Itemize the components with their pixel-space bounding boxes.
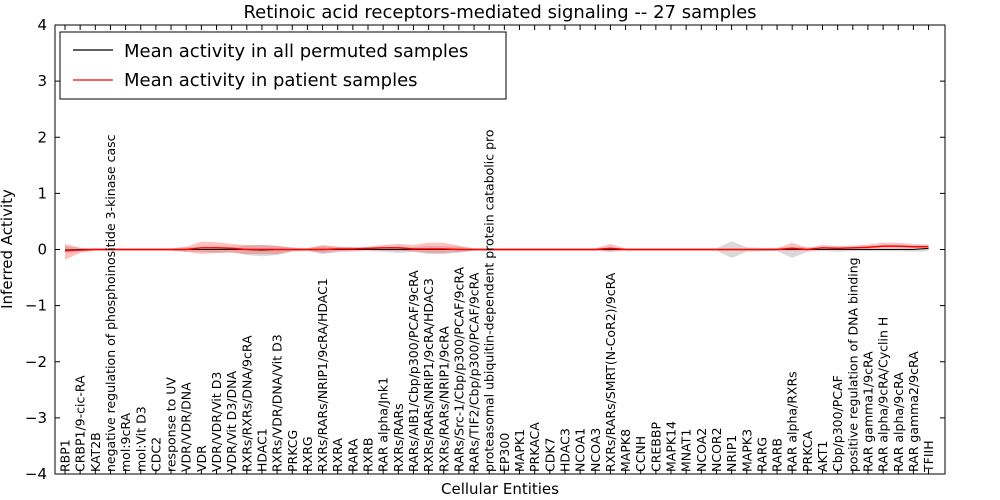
y-tick-label: 3 (37, 72, 47, 90)
x-tick-label: HDAC3 (557, 428, 572, 472)
y-tick-label: 1 (37, 184, 47, 202)
x-tick-label: RXRA (330, 438, 345, 472)
x-tick-label: CRBP1/9-cic-RA (73, 375, 88, 472)
x-tick-label: NCOA1 (573, 428, 588, 472)
x-tick-label: RARs/Src-1/Cbp/p300/PCAF/9cRA (451, 266, 466, 472)
x-tick-label: proteasomal ubiquitin-dependent protein … (482, 129, 497, 472)
x-tick-label: MNAT1 (679, 429, 694, 472)
x-tick-label: MAPK14 (664, 421, 679, 472)
legend: Mean activity in all permuted samples Me… (59, 31, 507, 100)
y-tick-label: −3 (25, 409, 47, 427)
x-tick-label: EP300 (497, 433, 512, 472)
y-tick-label: 2 (37, 128, 47, 146)
x-tick-label: TFIIH (921, 440, 936, 473)
x-axis-label: Cellular Entities (441, 480, 559, 498)
y-tick-label: −2 (25, 353, 47, 371)
y-axis-label: Inferred Activity (0, 189, 16, 309)
x-tick-label: negative regulation of phosphoinositide … (103, 134, 118, 472)
x-tick-label: NRIP1 (724, 435, 739, 472)
x-tick-label: VDR/VDR/DNA (179, 382, 194, 472)
x-tick-label: positive regulation of DNA binding (845, 257, 860, 472)
x-tick-label: response to UV (164, 377, 179, 472)
x-tick-label: MAPK1 (512, 429, 527, 472)
x-tick-label: Cbp/p300/PCAF (830, 375, 845, 472)
x-tick-label: CREBBP (648, 422, 663, 472)
x-tick-label: RBP1 (58, 439, 73, 472)
x-tick-label: NCOA2 (694, 428, 709, 472)
x-tick-label: RXRs/RARs/NRIP1/9cRA/HDAC3 (421, 278, 436, 472)
x-tick-label: VDR (194, 445, 209, 472)
x-tick-label: NCOR2 (709, 427, 724, 472)
x-tick-label: VDR/Vit D3/DNA (224, 371, 239, 472)
x-tick-label: RXRB (361, 437, 376, 472)
x-tick-label: PRKACA (527, 422, 542, 472)
x-tick-label: MAPK3 (739, 429, 754, 472)
x-tick-label: RXRs/RARs (391, 403, 406, 472)
x-tick-label: RXRs/RARs/NRIP1/9cRA (436, 326, 451, 472)
x-tick-label: RXRs/RXRs/DNA/9cRA (239, 335, 254, 472)
y-tick-label: −1 (25, 297, 47, 315)
x-tick-label: NCOA3 (588, 428, 603, 472)
x-tick-label: RAR gamma2/9cRA (906, 351, 921, 472)
x-tick-label: mol:9cRA (118, 412, 133, 472)
x-tick-label: RAR alpha/Jnk1 (376, 377, 391, 472)
x-tick-label: RXRs/VDR/DNA/Vit D3 (270, 334, 285, 472)
x-tick-label: RXRG (300, 436, 315, 472)
x-tick-label: PRKCA (800, 431, 815, 472)
x-tick-label: RARG (754, 437, 769, 472)
x-tick-label: mol:Vit D3 (133, 406, 148, 472)
x-tick-label: AKT1 (815, 441, 830, 472)
x-tick-label: RAR alpha/RXRs (785, 371, 800, 472)
x-tick-label: RARs/TIF2/Cbp/p300/PCAF/9cRA (467, 272, 482, 472)
y-tick-label: 4 (37, 16, 47, 34)
x-tick-label: RAR alpha/9cRA (891, 372, 906, 472)
x-tick-label: MAPK8 (618, 429, 633, 472)
band-patient (65, 241, 929, 260)
legend-frame (59, 31, 507, 100)
chart-title: Retinoic acid receptors-mediated signali… (243, 2, 756, 23)
x-tick-label: CCNH (633, 436, 648, 472)
series-line-patient (64, 245, 929, 252)
x-tick-label: RARB (770, 438, 785, 472)
y-tick-label: 0 (37, 241, 47, 259)
x-tick-label: CDK7 (542, 437, 557, 472)
x-tick-label: CDC2 (148, 437, 163, 472)
x-tick-label: RAR alpha/9cRA/Cyclin H (876, 317, 891, 472)
y-tick-label: −4 (25, 465, 47, 483)
legend-label-patient: Mean activity in patient samples (124, 70, 418, 91)
x-tick-label: RAR gamma1/9cRA (860, 351, 875, 472)
x-tick-label: RXRs/RARs/NRIP1/9cRA/HDAC1 (315, 278, 330, 472)
x-tick-label: VDR/VDR/Vit D3 (209, 372, 224, 472)
x-tick-label: RARA (345, 438, 360, 472)
x-tick-label: RARs/AIB1/Cbp/p300/PCAF/9cRA (406, 270, 421, 472)
x-tick-label: RXRs/RARs/SMRT(N-CoR2)/9cRA (603, 272, 618, 472)
legend-label-permuted: Mean activity in all permuted samples (124, 41, 468, 62)
x-tick-label: KAT2B (88, 432, 103, 472)
plot-frame (54, 24, 946, 475)
x-tick-label: PRKCG (285, 430, 300, 472)
x-tick-label: HDAC1 (254, 428, 269, 472)
